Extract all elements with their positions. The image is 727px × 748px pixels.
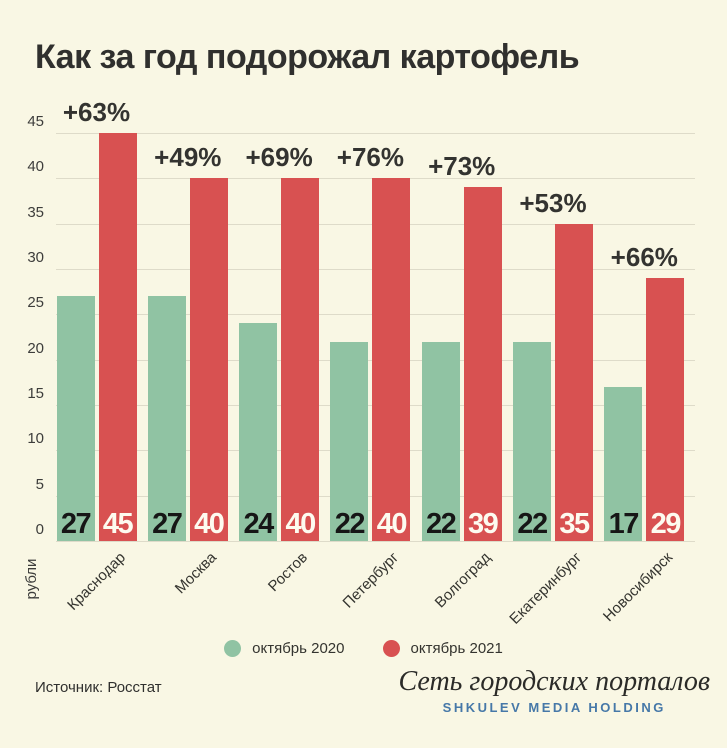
- value-label-2020: 22: [517, 507, 548, 540]
- legend: октябрь 2020 октябрь 2021: [0, 640, 727, 657]
- bar-2021-4: 39: [463, 187, 502, 541]
- legend-dot-2021: [382, 640, 400, 657]
- y-tick-label: 15: [27, 385, 44, 402]
- bar-2020-4: 22: [421, 341, 460, 541]
- bar-2020-5: 22: [513, 341, 551, 541]
- brand-name-caps: SHKULEV MEDIA HOLDING: [442, 700, 666, 715]
- value-label-2021: 40: [194, 507, 225, 540]
- legend-item-2021: октябрь 2021: [382, 640, 503, 657]
- y-tick-label: 0: [35, 521, 44, 538]
- bar-2021-3: 40: [372, 178, 411, 541]
- gridline: [56, 133, 695, 134]
- percent-label: +73%: [428, 151, 496, 182]
- x-tick-label: Новосибирск: [600, 549, 677, 626]
- x-tick-label: Волгоград: [431, 549, 494, 612]
- bar-2020-6: 17: [604, 386, 643, 541]
- value-label-2020: 22: [426, 507, 457, 540]
- value-label-2021: 40: [376, 507, 408, 540]
- legend-item-2020: октябрь 2020: [224, 640, 345, 657]
- value-label-2020: 24: [243, 507, 274, 540]
- brand-name-serif: Сеть городских порталов: [398, 666, 710, 697]
- y-tick-label: 20: [27, 339, 44, 357]
- bar-2021-1: 40: [189, 178, 228, 541]
- x-tick-label: Москва: [171, 549, 220, 598]
- percent-label: +69%: [245, 142, 313, 173]
- value-label-2021: 29: [650, 507, 682, 540]
- legend-label-2020: октябрь 2020: [252, 640, 345, 657]
- percent-label: +49%: [154, 142, 222, 173]
- value-label-2021: 45: [102, 508, 134, 540]
- percent-label: +76%: [336, 142, 404, 173]
- value-label-2020: 27: [60, 507, 92, 540]
- y-tick-label: 25: [27, 294, 44, 312]
- y-tick-label: 45: [27, 113, 44, 130]
- legend-dot-2020: [224, 640, 242, 657]
- y-tick-label: 40: [27, 158, 44, 176]
- percent-label: +63%: [62, 97, 131, 127]
- value-label-2020: 17: [608, 507, 640, 540]
- value-label-2021: 39: [468, 507, 499, 540]
- y-tick-label: 35: [27, 203, 44, 221]
- x-tick-label: Ростов: [265, 549, 312, 596]
- percent-label: +66%: [610, 242, 678, 273]
- value-label-2020: 27: [152, 507, 183, 540]
- value-label-2020: 22: [334, 507, 366, 540]
- bar-2020-3: 22: [330, 341, 369, 541]
- value-label-2021: 35: [559, 507, 590, 540]
- x-tick-label: Петербург: [339, 549, 403, 612]
- y-tick-label: 5: [35, 475, 44, 493]
- x-tick-label: Екатеринбург: [506, 549, 586, 628]
- percent-label: +53%: [519, 187, 587, 218]
- source-note: Источник: Росстат: [35, 679, 162, 696]
- bar-2021-0: 45: [98, 133, 137, 541]
- y-axis-label: рубли: [23, 558, 40, 600]
- y-tick-label: 30: [27, 249, 44, 266]
- brand-logo: Сеть городских порталов SHKULEV MEDIA HO…: [399, 666, 710, 715]
- bar-2021-2: 40: [281, 178, 320, 541]
- bar-2020-2: 24: [239, 323, 278, 541]
- bar-2021-6: 29: [646, 278, 685, 541]
- legend-label-2021: октябрь 2021: [410, 640, 503, 657]
- value-label-2021: 40: [285, 507, 316, 540]
- bar-2020-0: 27: [56, 296, 95, 541]
- gridline: [56, 541, 695, 542]
- bar-2021-5: 35: [555, 223, 593, 541]
- bar-2020-1: 27: [147, 296, 186, 541]
- y-tick-label: 10: [27, 430, 44, 448]
- page-title: Как за год подорожал картофель: [35, 38, 580, 76]
